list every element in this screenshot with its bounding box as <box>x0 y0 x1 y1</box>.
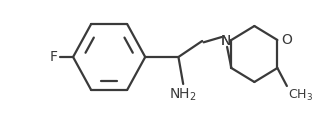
Text: O: O <box>281 33 292 47</box>
Text: F: F <box>50 50 58 64</box>
Text: NH$_2$: NH$_2$ <box>169 87 197 103</box>
Text: N: N <box>221 34 231 48</box>
Text: N: N <box>221 34 231 48</box>
Text: CH$_3$: CH$_3$ <box>288 88 313 103</box>
